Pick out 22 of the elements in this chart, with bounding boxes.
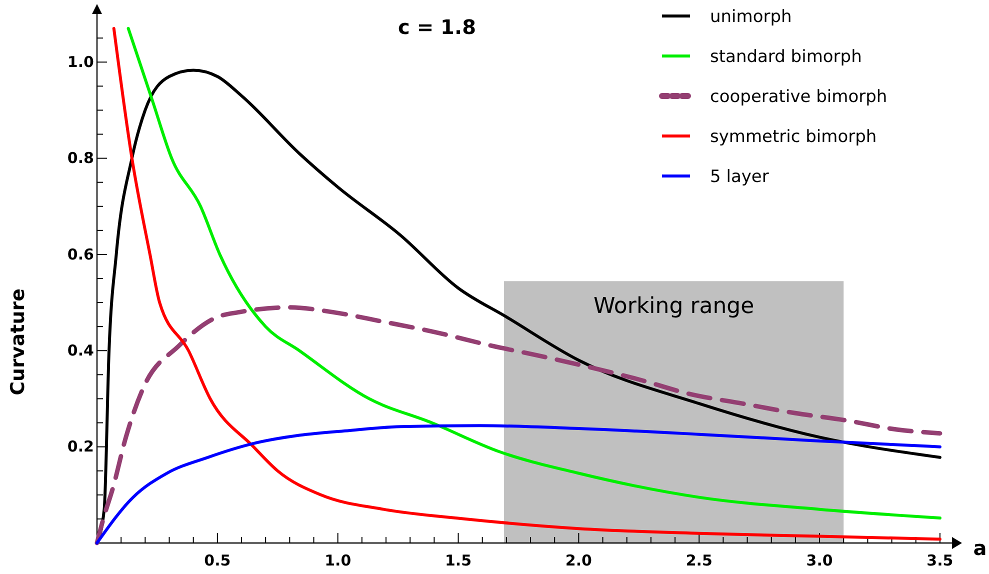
- x-tick-label: 1.5: [444, 552, 472, 570]
- line-series: [96, 424, 942, 544]
- x-tick-label: 3.5: [926, 552, 954, 570]
- x-tick-label: 0.5: [204, 552, 231, 570]
- x-tick-label: 1.0: [324, 552, 352, 570]
- y-tick-label: 1.0: [67, 52, 94, 71]
- legend-label: unimorph: [710, 7, 792, 27]
- legend-label: cooperative bimorph: [710, 87, 888, 107]
- y-tick-label: 0.8: [67, 149, 94, 168]
- y-tick-label: 0.6: [67, 245, 94, 264]
- y-tick-label: 0.4: [67, 341, 94, 360]
- legend-label: symmetric bimorph: [710, 127, 877, 147]
- band-label: Working range: [593, 294, 754, 320]
- x-tick-label: 2.0: [565, 552, 592, 570]
- legend-label: 5 layer: [710, 167, 769, 187]
- x-tick-label: 3.0: [806, 552, 833, 570]
- x-tick-label: 2.5: [686, 552, 712, 570]
- x-axis-title: a: [973, 536, 987, 560]
- chart-title: c = 1.8: [398, 15, 476, 39]
- y-axis-title: Curvature: [7, 288, 29, 396]
- y-tick-label: 0.2: [67, 438, 94, 456]
- legend-label: standard bimorph: [710, 47, 862, 67]
